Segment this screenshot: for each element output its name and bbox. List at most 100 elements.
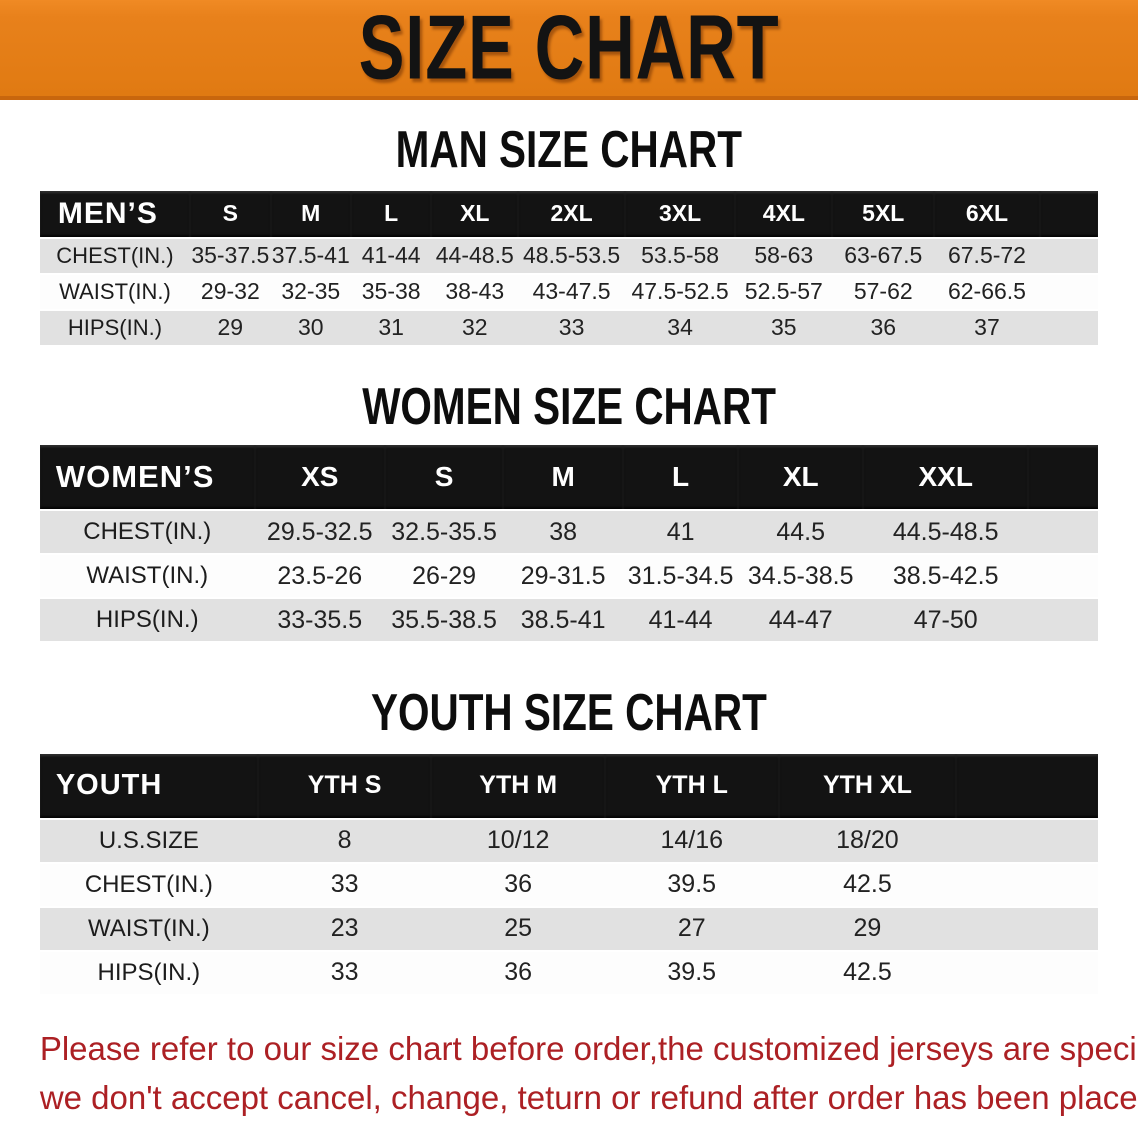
measurement-value-cell: 33 — [257, 863, 432, 906]
measurement-value-cell: 42.5 — [778, 863, 957, 906]
measurement-value-cell: 31 — [350, 310, 432, 345]
measurement-value-cell: 35-38 — [350, 274, 432, 309]
measurement-value-cell: 35-37.5 — [190, 238, 271, 273]
measurement-row-label: WAIST(IN.) — [39, 274, 191, 309]
size-column-header: 6XL — [934, 190, 1040, 237]
row-filler-cell — [956, 907, 1099, 950]
row-filler-cell — [1028, 555, 1099, 598]
men-size-table: MEN’S S M L XL 2XL 3XL 4XL 5XL 6XL CHEST(IN.) 35-37… — [39, 189, 1099, 347]
banner: SIZE CHART — [0, 0, 1138, 100]
measurement-value-cell: 8 — [257, 819, 432, 862]
measurement-value-cell: 52.5-57 — [735, 274, 833, 309]
row-filler-cell — [956, 819, 1099, 862]
measurement-value-cell: 27 — [604, 907, 779, 950]
header-filler-cell — [1039, 190, 1099, 237]
men-table-container: MEN’S S M L XL 2XL 3XL 4XL 5XL 6XL CHEST(IN.) 35-37… — [0, 189, 1138, 347]
measurement-value-cell: 39.5 — [604, 951, 779, 994]
measurement-value-cell: 33 — [518, 310, 626, 345]
women-size-table: WOMEN’S XS S M L XL XXL CHEST(IN.) 29.5-32.5 32.5… — [39, 443, 1099, 643]
measurement-value-cell: 35.5-38.5 — [384, 599, 504, 642]
youth-section-heading-text: YOUTH SIZE CHART — [371, 683, 767, 742]
header-filler-cell — [956, 753, 1099, 818]
row-filler-cell — [1028, 511, 1099, 554]
measurement-value-cell: 25 — [431, 907, 605, 950]
measurement-value-cell: 29.5-32.5 — [254, 511, 385, 554]
measurement-value-cell: 34 — [625, 310, 736, 345]
measurement-value-cell: 44.5 — [738, 511, 864, 554]
measurement-value-cell: 29-32 — [190, 274, 271, 309]
measurement-value-cell: 41-44 — [350, 238, 432, 273]
measurement-value-cell: 42.5 — [778, 951, 957, 994]
measurement-value-cell: 29-31.5 — [503, 555, 623, 598]
measurement-value-cell: 58-63 — [735, 238, 833, 273]
measurement-value-cell: 38 — [503, 511, 623, 554]
measurement-row: HIPS(IN.) 33-35.5 35.5-38.5 38.5-41 41-44 44-… — [39, 599, 1099, 642]
measurement-value-cell: 10/12 — [431, 819, 605, 862]
measurement-value-cell: 29 — [778, 907, 957, 950]
measurement-value-cell: 37.5-41 — [270, 238, 351, 273]
measurement-value-cell: 32 — [431, 310, 519, 345]
row-filler-cell — [956, 951, 1099, 994]
measurement-value-cell: 48.5-53.5 — [518, 238, 626, 273]
size-column-header: XL — [738, 445, 864, 510]
measurement-value-cell: 36 — [431, 863, 605, 906]
size-column-header: M — [503, 445, 623, 510]
size-column-header: S — [384, 445, 504, 510]
measurement-value-cell: 23 — [257, 907, 432, 950]
measurement-value-cell: 53.5-58 — [625, 238, 736, 273]
measurement-value-cell: 31.5-34.5 — [622, 555, 739, 598]
measurement-value-cell: 41 — [622, 511, 739, 554]
measurement-row: HIPS(IN.) 29 30 31 32 33 34 35 36 37 — [39, 310, 1099, 345]
measurement-value-cell: 14/16 — [604, 819, 779, 862]
measurement-value-cell: 33 — [257, 951, 432, 994]
size-column-header: YTH S — [257, 753, 432, 818]
measurement-row-label: WAIST(IN.) — [39, 907, 258, 950]
measurement-value-cell: 67.5-72 — [934, 238, 1040, 273]
measurement-row-label: WAIST(IN.) — [39, 555, 255, 598]
row-filler-cell — [956, 863, 1099, 906]
measurement-value-cell: 37 — [934, 310, 1040, 345]
banner-title-text: SIZE CHART — [358, 0, 780, 99]
measurement-row: WAIST(IN.) 23.5-26 26-29 29-31.5 31.5-34.5 34… — [39, 555, 1099, 598]
measurement-value-cell: 39.5 — [604, 863, 779, 906]
women-section-heading: WOMEN SIZE CHART — [0, 377, 1138, 433]
measurement-row-label: HIPS(IN.) — [39, 599, 255, 642]
size-column-header: XS — [254, 445, 385, 510]
measurement-row: CHEST(IN.) 33 36 39.5 42.5 — [39, 863, 1099, 906]
section-women: WOMEN SIZE CHART WOMEN’S XS S M L XL XXL CHEST(… — [0, 377, 1138, 644]
measurement-value-cell: 62-66.5 — [934, 274, 1040, 309]
section-men: MAN SIZE CHART MEN’S S M L XL 2XL 3XL 4XL 5XL 6XL… — [0, 121, 1138, 347]
measurement-row: CHEST(IN.) 35-37.5 37.5-41 41-44 44-48.5 48.5… — [39, 238, 1099, 273]
measurement-row: HIPS(IN.) 33 36 39.5 42.5 — [39, 951, 1099, 994]
men-section-heading: MAN SIZE CHART — [0, 121, 1138, 177]
measurement-value-cell: 57-62 — [832, 274, 935, 309]
measurement-row-label: HIPS(IN.) — [39, 951, 258, 994]
table-header-row: WOMEN’S XS S M L XL XXL — [39, 445, 1099, 510]
measurement-value-cell: 47.5-52.5 — [625, 274, 736, 309]
size-column-header: 3XL — [625, 190, 736, 237]
measurement-value-cell: 32-35 — [270, 274, 351, 309]
measurement-value-cell: 43-47.5 — [518, 274, 626, 309]
measurement-row-label: U.S.SIZE — [39, 819, 258, 862]
table-header-row: YOUTH YTH S YTH M YTH L YTH XL — [39, 753, 1099, 818]
measurement-value-cell: 38.5-42.5 — [863, 555, 1029, 598]
measurement-value-cell: 35 — [735, 310, 833, 345]
measurement-value-cell: 63-67.5 — [832, 238, 935, 273]
size-column-header: L — [622, 445, 739, 510]
measurement-value-cell: 47-50 — [863, 599, 1029, 642]
measurement-row: WAIST(IN.) 29-32 32-35 35-38 38-43 43-47.5 47.… — [39, 274, 1099, 309]
table-corner-label: WOMEN’S — [39, 445, 255, 510]
measurement-value-cell: 36 — [431, 951, 605, 994]
youth-table-container: YOUTH YTH S YTH M YTH L YTH XL U.S.SIZE 8 10/12… — [0, 752, 1138, 996]
footer-note-line-2: we don't accept cancel, change, teturn o… — [39, 1078, 1138, 1116]
measurement-value-cell: 33-35.5 — [254, 599, 385, 642]
youth-size-table: YOUTH YTH S YTH M YTH L YTH XL U.S.SIZE 8 10/12… — [39, 752, 1099, 996]
size-column-header: XL — [431, 190, 519, 237]
size-column-header: YTH L — [604, 753, 779, 818]
measurement-value-cell: 44-47 — [738, 599, 864, 642]
measurement-row: CHEST(IN.) 29.5-32.5 32.5-35.5 38 41 44.5 44.5… — [39, 511, 1099, 554]
measurement-row-label: HIPS(IN.) — [39, 310, 191, 345]
row-filler-cell — [1039, 238, 1099, 273]
size-column-header: 2XL — [518, 190, 626, 237]
